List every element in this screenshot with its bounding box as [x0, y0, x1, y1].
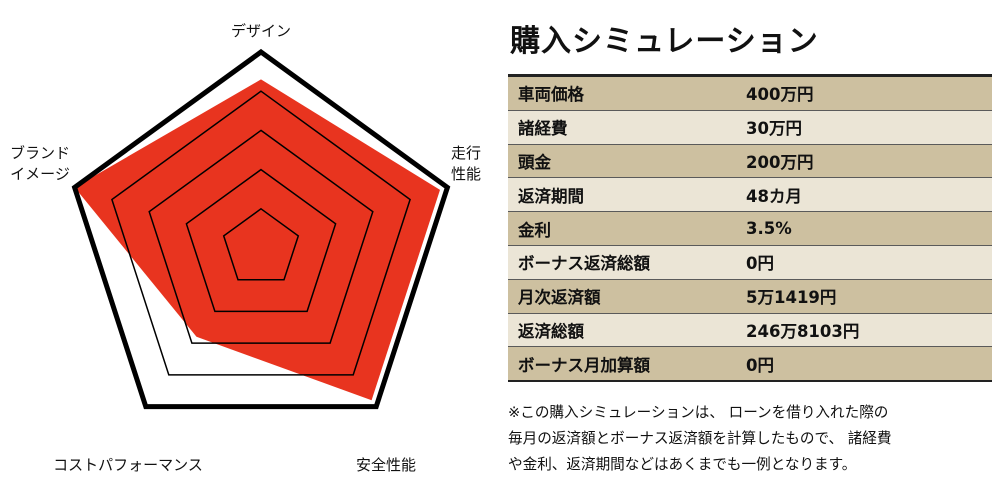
table-row: 諸経費 30万円 — [508, 110, 992, 145]
row-label: 頭金 — [508, 144, 736, 179]
simulation-note: ※この購入シミュレーションは、 ローンを借り入れた際の 毎月の返済額とボーナス返… — [508, 400, 1000, 478]
row-label: ボーナス返済総額 — [508, 245, 736, 280]
simulation-table: 車両価格 400万円 諸経費 30万円 頭金 200万円 返済期間 48カ月 金… — [508, 74, 992, 383]
row-label: 返済総額 — [508, 313, 736, 348]
row-label: 月次返済額 — [508, 279, 736, 314]
grid-ring — [148, 129, 374, 344]
row-label: 諸経費 — [508, 110, 736, 145]
row-value: 48カ月 — [736, 177, 992, 213]
table-row: 頭金 200万円 — [508, 144, 992, 179]
outer-ring — [71, 48, 451, 410]
note-line: や金利、返済期間などはあくまでも一例となります。 — [508, 456, 857, 473]
row-value: 3.5% — [736, 211, 992, 246]
row-label: 返済期間 — [508, 177, 736, 213]
grid-ring — [222, 207, 300, 281]
axis-label: ブランドイメージ — [10, 144, 70, 183]
row-label: 車両価格 — [508, 75, 736, 111]
table-row: 車両価格 400万円 — [508, 75, 992, 111]
table-row: ボーナス返済総額 0円 — [508, 245, 992, 280]
row-value: 400万円 — [736, 75, 992, 111]
row-value: 5万1419円 — [736, 279, 992, 314]
purchase-simulation-panel: 購入シミュレーション 車両価格 400万円 諸経費 30万円 頭金 200万円 … — [508, 0, 1000, 496]
radar-chart: デザイン走行性能安全性能 コストパフォーマンス ブランドイメージ — [10, 22, 481, 474]
row-value: 200万円 — [736, 144, 992, 179]
table-row: 返済期間 48カ月 — [508, 177, 992, 213]
row-value: 246万8103円 — [736, 313, 992, 348]
note-line: ※この購入シミュレーションは、 ローンを借り入れた際の — [508, 404, 889, 421]
simulation-title: 購入シミュレーション — [510, 24, 819, 59]
table-row: 金利 3.5% — [508, 211, 992, 246]
row-value: 0円 — [736, 245, 992, 280]
note-line: 毎月の返済額とボーナス返済額を計算したもので、 諸経費 — [508, 430, 892, 447]
axis-label: 安全性能 — [356, 456, 416, 474]
grid-ring — [185, 168, 337, 313]
table-row: ボーナス月加算額 0円 — [508, 346, 992, 382]
axis-label: 走行性能 — [451, 144, 481, 183]
grid-ring — [111, 90, 411, 376]
row-value: 0円 — [736, 346, 992, 382]
row-label: 金利 — [508, 211, 736, 246]
axis-label: デザイン — [231, 22, 291, 40]
row-value: 30万円 — [736, 110, 992, 145]
axis-label: コストパフォーマンス — [53, 456, 203, 474]
table-row: 月次返済額 5万1419円 — [508, 279, 992, 314]
table-row: 返済総額 246万8103円 — [508, 313, 992, 348]
row-label: ボーナス月加算額 — [508, 346, 736, 382]
